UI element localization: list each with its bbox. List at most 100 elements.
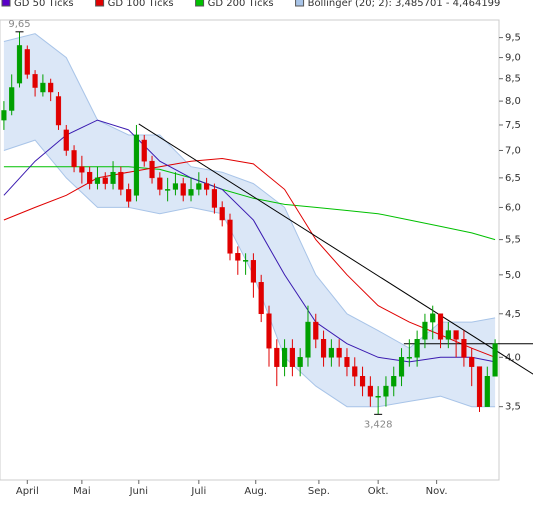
y-tick-label: 9,0 — [505, 53, 521, 64]
candle-body — [336, 347, 342, 358]
y-tick-label: 6,5 — [505, 173, 521, 184]
candle-body — [476, 366, 483, 407]
candle-body — [172, 183, 179, 190]
legend-label: GD 200 Ticks — [208, 0, 274, 9]
candle-body — [266, 313, 272, 349]
legend-swatch — [95, 0, 105, 7]
candle-body — [289, 347, 295, 367]
y-tick-label: 4,0 — [505, 352, 521, 363]
candle-body — [219, 207, 225, 221]
legend-swatch — [195, 0, 205, 7]
candle-body — [165, 189, 171, 191]
y-tick-label: 7,0 — [505, 145, 521, 156]
candle-body — [305, 321, 311, 358]
candle-body — [48, 82, 54, 93]
candle-body — [126, 189, 132, 202]
candle-body — [1, 110, 7, 121]
annotation-label: 3,428 — [364, 419, 393, 430]
candle-body — [87, 171, 93, 184]
x-tick-label: Juli — [190, 486, 206, 497]
candle-body — [492, 343, 498, 377]
moving-average — [3, 166, 496, 241]
candle-body — [258, 282, 264, 315]
candle-body — [211, 189, 218, 208]
candle-body — [40, 82, 46, 93]
legend-label: Bollinger (20; 2): 3,485701 - 4,464199 — [308, 0, 501, 9]
candle-body — [320, 339, 327, 358]
candle-body — [180, 183, 186, 196]
candle-body — [32, 74, 38, 88]
candle-body — [24, 49, 30, 75]
candle-body — [461, 339, 467, 358]
candle-body — [445, 330, 451, 340]
candle-body — [118, 171, 124, 190]
candle-body — [79, 166, 85, 173]
candle-body — [281, 347, 288, 367]
candle-body — [71, 150, 77, 167]
y-tick-label: 9,5 — [505, 33, 521, 44]
candle-body — [484, 376, 490, 407]
candle-body — [94, 177, 101, 184]
candle-body — [430, 313, 436, 323]
candle-body — [16, 45, 23, 84]
candle-body — [359, 376, 366, 387]
candle-body — [313, 321, 319, 340]
candle-body — [414, 339, 420, 358]
legend-swatch — [295, 0, 305, 7]
candle-body — [406, 357, 412, 359]
y-tick-label: 3,5 — [505, 402, 521, 413]
y-tick-label: 8,5 — [505, 74, 521, 85]
x-tick-label: Nov. — [426, 486, 448, 497]
candle-body — [204, 183, 210, 190]
candle-body — [469, 357, 475, 367]
candle-body — [157, 177, 163, 190]
candle-body — [55, 96, 62, 126]
x-tick-label: Okt. — [368, 486, 389, 497]
candle-body — [453, 330, 459, 340]
candle-body — [297, 357, 303, 367]
x-tick-label: Sep. — [308, 486, 330, 497]
candle-body — [383, 385, 389, 397]
legend-label: GD 100 Ticks — [108, 0, 174, 9]
candle-body — [149, 160, 155, 179]
y-tick-label: 7,5 — [505, 120, 521, 131]
annotation-label: 9,65 — [8, 19, 30, 30]
candle-body — [375, 395, 381, 398]
candle-body — [227, 219, 233, 254]
y-tick-label: 8,0 — [505, 96, 521, 107]
candle-body — [352, 366, 358, 377]
y-tick-label: 4,5 — [505, 309, 521, 320]
candle-body — [437, 313, 444, 340]
trendline — [138, 123, 533, 375]
candle-body — [141, 139, 147, 162]
legend-label: GD 50 Ticks — [14, 0, 74, 9]
candle-body — [63, 129, 69, 151]
x-tick-label: April — [16, 486, 39, 497]
candle-body — [250, 260, 256, 283]
moving-average — [3, 119, 496, 363]
x-tick-label: Aug. — [244, 486, 267, 497]
y-tick-label: 5,0 — [505, 270, 521, 281]
candle-body — [367, 385, 373, 397]
candle-body — [110, 171, 116, 184]
candle-body — [196, 183, 202, 190]
candle-body — [133, 134, 140, 196]
candle-body — [344, 357, 350, 367]
candle-body — [243, 260, 249, 262]
candle-body — [422, 321, 428, 340]
candle-body — [391, 376, 397, 387]
y-tick-label: 5,5 — [505, 235, 521, 246]
x-tick-label: Juni — [129, 486, 148, 497]
legend-swatch — [1, 0, 11, 7]
y-tick-label: 6,0 — [505, 202, 521, 213]
candle-body — [235, 253, 241, 261]
candle-body — [188, 189, 194, 196]
candle-body — [328, 347, 334, 358]
candle-body — [398, 357, 405, 377]
x-tick-label: Mai — [73, 486, 91, 497]
candle-body — [9, 87, 15, 111]
candle-body — [102, 177, 108, 184]
candle-body — [274, 347, 280, 367]
